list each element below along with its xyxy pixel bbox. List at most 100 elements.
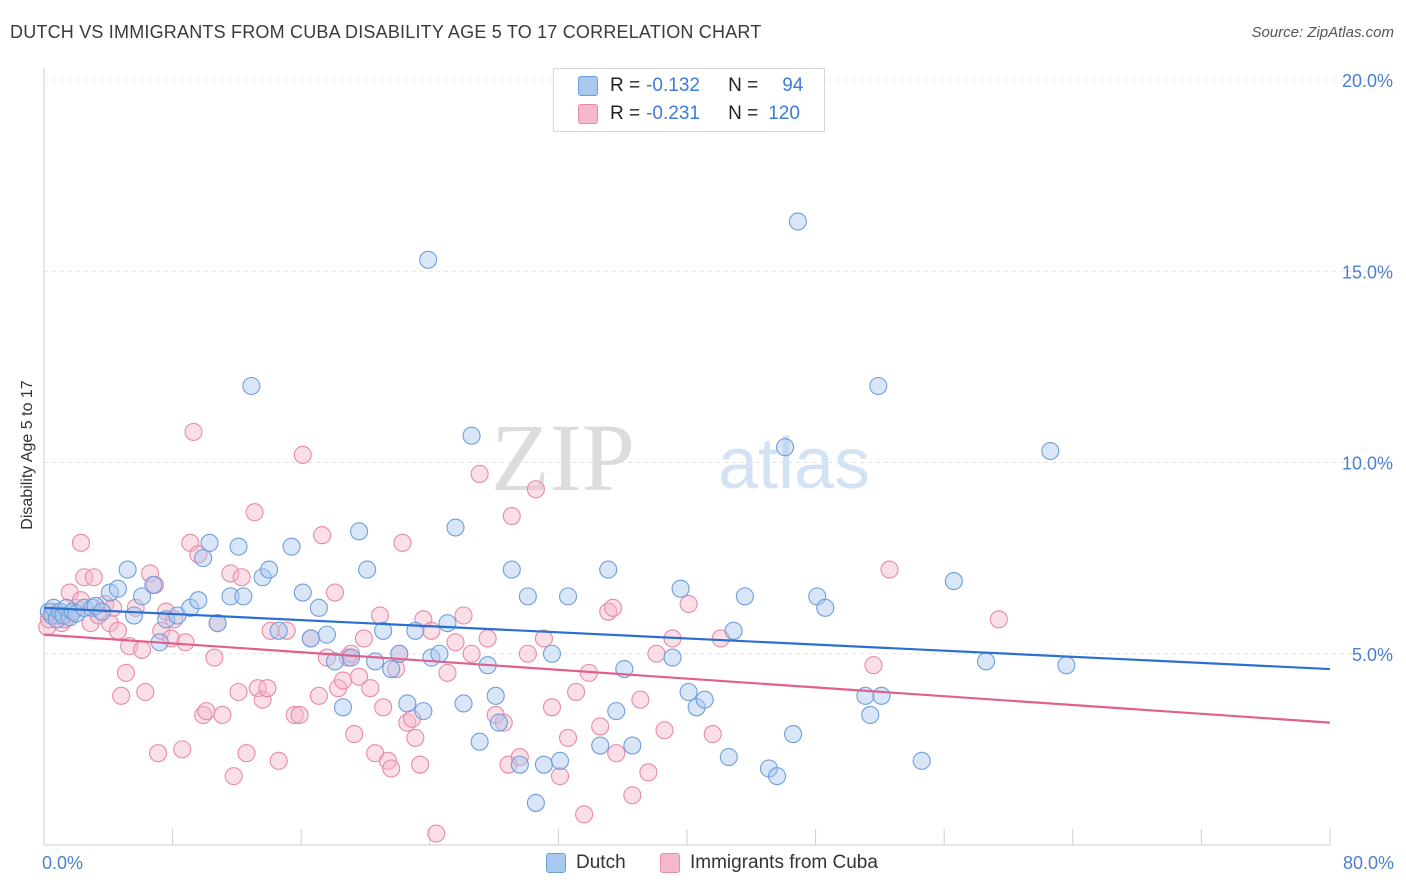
cuba-point <box>639 763 658 782</box>
dutch-point <box>671 579 690 598</box>
dutch-point <box>200 533 219 552</box>
cuba-point <box>176 633 195 652</box>
dutch-point <box>63 602 82 621</box>
grid-lines <box>44 79 1392 655</box>
cuba-point <box>382 759 401 778</box>
dutch-point <box>309 598 328 617</box>
dutch-point <box>208 614 227 633</box>
cuba-point <box>325 583 345 602</box>
dutch-point <box>242 376 261 396</box>
dutch-legend-label: Dutch <box>576 852 626 873</box>
cuba-point <box>462 644 481 663</box>
cuba-point <box>136 682 155 702</box>
dutch-point <box>976 652 996 671</box>
legend-r-label: R = <box>610 103 641 124</box>
dutch-point <box>510 755 529 774</box>
dutch-point <box>462 426 481 445</box>
cuba-point <box>221 564 240 583</box>
cuba-point <box>71 533 91 552</box>
series-legend: Dutch Immigrants from Cuba <box>0 852 1406 878</box>
dutch-point <box>259 560 279 579</box>
cuba-point <box>141 564 160 583</box>
cuba-point <box>422 621 441 640</box>
cuba-point <box>989 610 1008 629</box>
cuba-point <box>112 686 131 705</box>
cuba-point <box>248 679 267 698</box>
dutch-point <box>767 767 787 786</box>
dutch-point <box>398 694 417 713</box>
dutch-point <box>872 686 891 705</box>
y-tick-label: 5.0% <box>1352 645 1393 665</box>
cuba-point <box>345 725 364 744</box>
dutch-point <box>470 732 489 751</box>
dutch-point <box>623 736 642 755</box>
cuba-legend-swatch <box>660 853 680 873</box>
legend-n-label: N = <box>728 103 759 124</box>
axes <box>43 68 1331 846</box>
cuba-point <box>438 663 457 682</box>
dutch-point <box>784 725 803 744</box>
dutch-point <box>430 644 449 663</box>
cuba-point <box>149 744 168 763</box>
legend-row-cuba: R = -0.231 N = 120 <box>578 101 800 127</box>
dutch-points <box>39 212 1076 812</box>
dutch-legend-swatch <box>546 853 566 873</box>
dutch-point <box>194 549 213 568</box>
dutch-point <box>374 621 393 640</box>
dutch-point <box>695 690 714 709</box>
cuba-points <box>38 422 1008 843</box>
cuba-point <box>703 725 722 744</box>
dutch-point <box>382 659 401 679</box>
cuba-point <box>313 526 332 545</box>
cuba-point <box>205 648 224 667</box>
cuba-point <box>245 503 264 522</box>
cuba-point <box>655 721 674 740</box>
cuba-point <box>213 705 232 725</box>
dutch-point <box>607 702 626 721</box>
legend-n-value: 94 <box>782 75 804 96</box>
cuba-legend-label: Immigrants from Cuba <box>690 852 878 873</box>
cuba-point <box>75 568 94 587</box>
dutch-point <box>869 376 888 396</box>
legend-item-dutch: Dutch <box>546 852 626 874</box>
cuba-point <box>542 698 562 717</box>
trend-lines <box>43 606 1331 724</box>
legend-item-cuba: Immigrants from Cuba <box>660 852 878 874</box>
watermark-atlas: atlas <box>718 424 870 504</box>
dutch-point <box>350 522 369 541</box>
cuba-point <box>290 705 309 725</box>
cuba-point <box>370 606 390 625</box>
cuba-point <box>116 663 136 682</box>
dutch-point <box>253 568 272 587</box>
legend-r-label: R = <box>610 75 641 96</box>
cuba-point <box>253 690 272 709</box>
dutch-point <box>912 751 931 770</box>
cuba-point <box>269 751 288 770</box>
legend-r-value: -0.231 <box>646 103 700 124</box>
dutch-point <box>534 755 553 774</box>
cuba-point <box>341 644 361 663</box>
cuba-point <box>152 621 171 640</box>
cuba-point <box>309 686 328 705</box>
cuba-point <box>229 682 248 702</box>
dutch-point <box>108 579 127 598</box>
dutch-point <box>234 587 253 606</box>
dutch-point <box>293 583 312 602</box>
cuba-point <box>567 682 586 702</box>
cuba-point <box>526 480 545 499</box>
cuba-point <box>470 464 489 484</box>
dutch-point <box>446 518 465 537</box>
cuba-point <box>173 740 192 759</box>
dutch-point <box>663 648 682 667</box>
cuba-point <box>604 598 623 617</box>
cuba-point <box>518 644 537 663</box>
cuba-point <box>258 679 277 698</box>
dutch-point <box>83 598 102 617</box>
cuba-point <box>454 606 473 625</box>
dutch-point <box>341 648 361 667</box>
y-tick-label: 20.0% <box>1342 71 1393 91</box>
dutch-point <box>735 587 754 606</box>
dutch-point <box>489 713 508 732</box>
legend-n-label: N = <box>728 75 759 96</box>
cuba-point <box>406 728 425 747</box>
